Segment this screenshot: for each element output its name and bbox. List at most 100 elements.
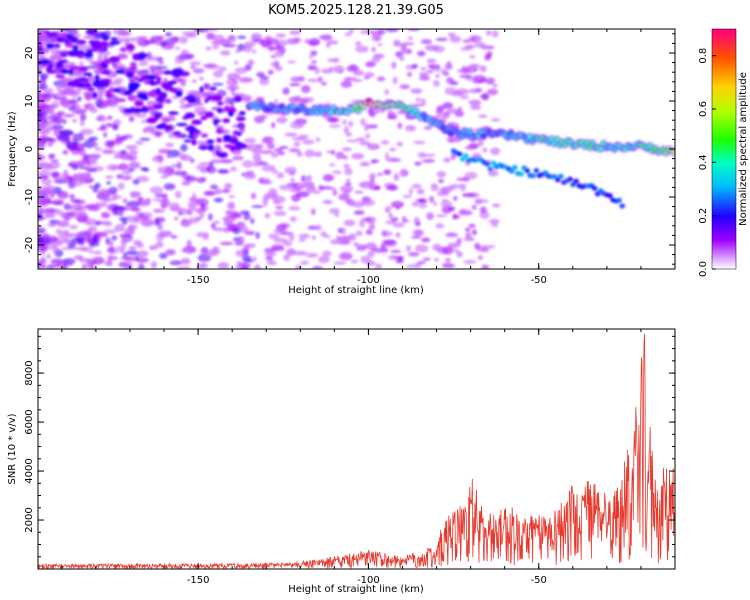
spectrogram-noise-blob [247, 59, 255, 66]
spectrogram-noise-blob [227, 201, 236, 210]
spectrogram-noise-blob [179, 171, 188, 176]
spectrogram-noise-blob [53, 179, 64, 184]
spectrogram-noise-blob [492, 83, 498, 88]
spectrogram-noise-blob [104, 260, 112, 266]
spectrogram-noise-blob [38, 214, 44, 221]
spectrogram-noise-blob [333, 261, 347, 265]
spectrogram-streak-blob [128, 66, 138, 70]
spectrogram-noise-blob [116, 174, 124, 179]
spectrogram-streak-blob [110, 37, 118, 41]
spectrogram-streak-blob [134, 100, 144, 107]
spectrogram-noise-blob [420, 39, 433, 45]
spectrogram-noise-blob [307, 78, 320, 83]
spectrogram-streak-blob [77, 52, 83, 59]
spectrogram-streak-blob [200, 116, 208, 121]
spectrogram-noise-blob [41, 177, 52, 186]
spectrogram-noise-blob [343, 219, 356, 227]
spectrogram-noise-blob [64, 202, 70, 209]
spectrogram-streak-blob [128, 84, 138, 91]
spectrogram-noise-blob [170, 235, 178, 239]
spectrogram-noise-blob [365, 61, 376, 68]
spectrogram-noise-blob [408, 252, 420, 257]
spectrogram-streak-blob [77, 39, 87, 45]
spectrogram-streak-blob [60, 52, 68, 58]
spectrogram-noise-blob [81, 264, 86, 269]
spectrogram-streak-blob [83, 72, 91, 76]
spectrogram-noise-blob [294, 250, 307, 256]
spectrogram-streak-blob [87, 87, 95, 91]
spectrogram-noise-blob [443, 110, 451, 119]
spectrogram-noise-blob [367, 107, 373, 116]
spectrogram-noise-blob [38, 122, 50, 126]
spectrogram-noise-blob [274, 43, 283, 50]
spectrogram-noise-blob [286, 183, 298, 187]
spectrogram-streak-blob [228, 110, 234, 117]
spectrogram-streak-blob [145, 75, 158, 80]
spectrogram-noise-blob [371, 34, 382, 42]
spectrogram-noise-blob [468, 223, 476, 228]
spectrogram-noise-blob [52, 247, 60, 254]
spectrogram-noise-blob [486, 30, 491, 36]
spectrogram-noise-blob [329, 239, 340, 245]
spectrogram-branch-mark [490, 160, 497, 166]
spectrogram-branch-mark [573, 178, 579, 184]
spectrogram-noise-blob [355, 230, 363, 237]
spectrogram-noise-blob [386, 184, 399, 191]
spectrogram-noise-blob [176, 161, 182, 170]
spectrogram-streak-blob [50, 36, 57, 43]
spectrogram-noise-blob [62, 229, 70, 235]
spectrogram-noise-blob [101, 211, 111, 219]
spectrogram-noise-blob [216, 89, 227, 97]
spectrogram-noise-blob [114, 78, 124, 83]
spectrogram-noise-blob [177, 266, 191, 269]
spectrogram-noise-blob [430, 185, 440, 191]
spectrogram-streak-blob [127, 94, 137, 102]
spectrogram-noise-blob [448, 184, 461, 190]
spectrogram-streak-blob [78, 66, 89, 72]
spectrogram-streak-blob [44, 30, 50, 35]
spectrogram-noise-blob [70, 237, 84, 244]
spectrogram-noise-blob [261, 164, 276, 172]
spectrogram-noise-blob [125, 144, 138, 151]
spectrogram-noise-blob [137, 36, 148, 40]
colorbar: 0.0 0.2 0.4 0.6 0.8 Normalized spectral ampl… [698, 28, 749, 277]
spectrogram-noise-blob [386, 157, 397, 163]
spectrogram-noise-blob [205, 165, 212, 171]
spectrogram-noise-blob [408, 187, 413, 196]
spectrogram-noise-blob [86, 204, 99, 209]
spectrogram-noise-blob [150, 65, 155, 73]
spectrogram-noise-blob [53, 93, 59, 101]
spectrogram-streak-blob [108, 88, 115, 92]
spectrogram-noise-blob [381, 249, 389, 253]
spectrogram-noise-blob [311, 235, 316, 240]
spectrogram-noise-blob [273, 200, 280, 205]
spectrogram-noise-blob [300, 98, 309, 105]
spectrogram-noise-blob [279, 222, 291, 229]
spectrogram-noise-blob [290, 177, 295, 183]
spectrogram-noise-blob [38, 161, 51, 170]
spectrogram-noise-blob [421, 98, 426, 106]
spectrogram-streak-blob [146, 91, 159, 98]
spectrogram-noise-blob [195, 164, 206, 170]
spectrogram-noise-blob [137, 266, 146, 269]
spectrogram-noise-blob [271, 244, 284, 251]
spectrogram-noise-blob [444, 257, 451, 263]
spectrogram-streak-blob [47, 31, 59, 39]
spectrogram-streak-blob [68, 44, 74, 48]
spectrogram-noise-blob [468, 63, 481, 69]
spectrogram-noise-blob [434, 258, 439, 262]
spectrogram-noise-blob [308, 38, 321, 46]
spectrogram-noise-blob [334, 212, 340, 217]
spectrogram-noise-blob [181, 257, 191, 265]
spectrogram-noise-blob [86, 168, 98, 173]
spectrogram-noise-blob [479, 206, 487, 214]
spectrogram-y-tick-label: 0 [24, 146, 35, 152]
spectrogram-noise-blob [448, 81, 459, 86]
spectrogram-noise-blob [377, 29, 386, 36]
spectrogram-noise-blob [234, 60, 238, 65]
spectrogram-noise-blob [38, 154, 46, 161]
spectrogram-streak-blob [70, 80, 80, 88]
spectrogram-noise-blob [139, 137, 151, 141]
spectrogram-noise-blob [181, 248, 188, 253]
colorbar-tick-label: 0.6 [698, 101, 709, 117]
